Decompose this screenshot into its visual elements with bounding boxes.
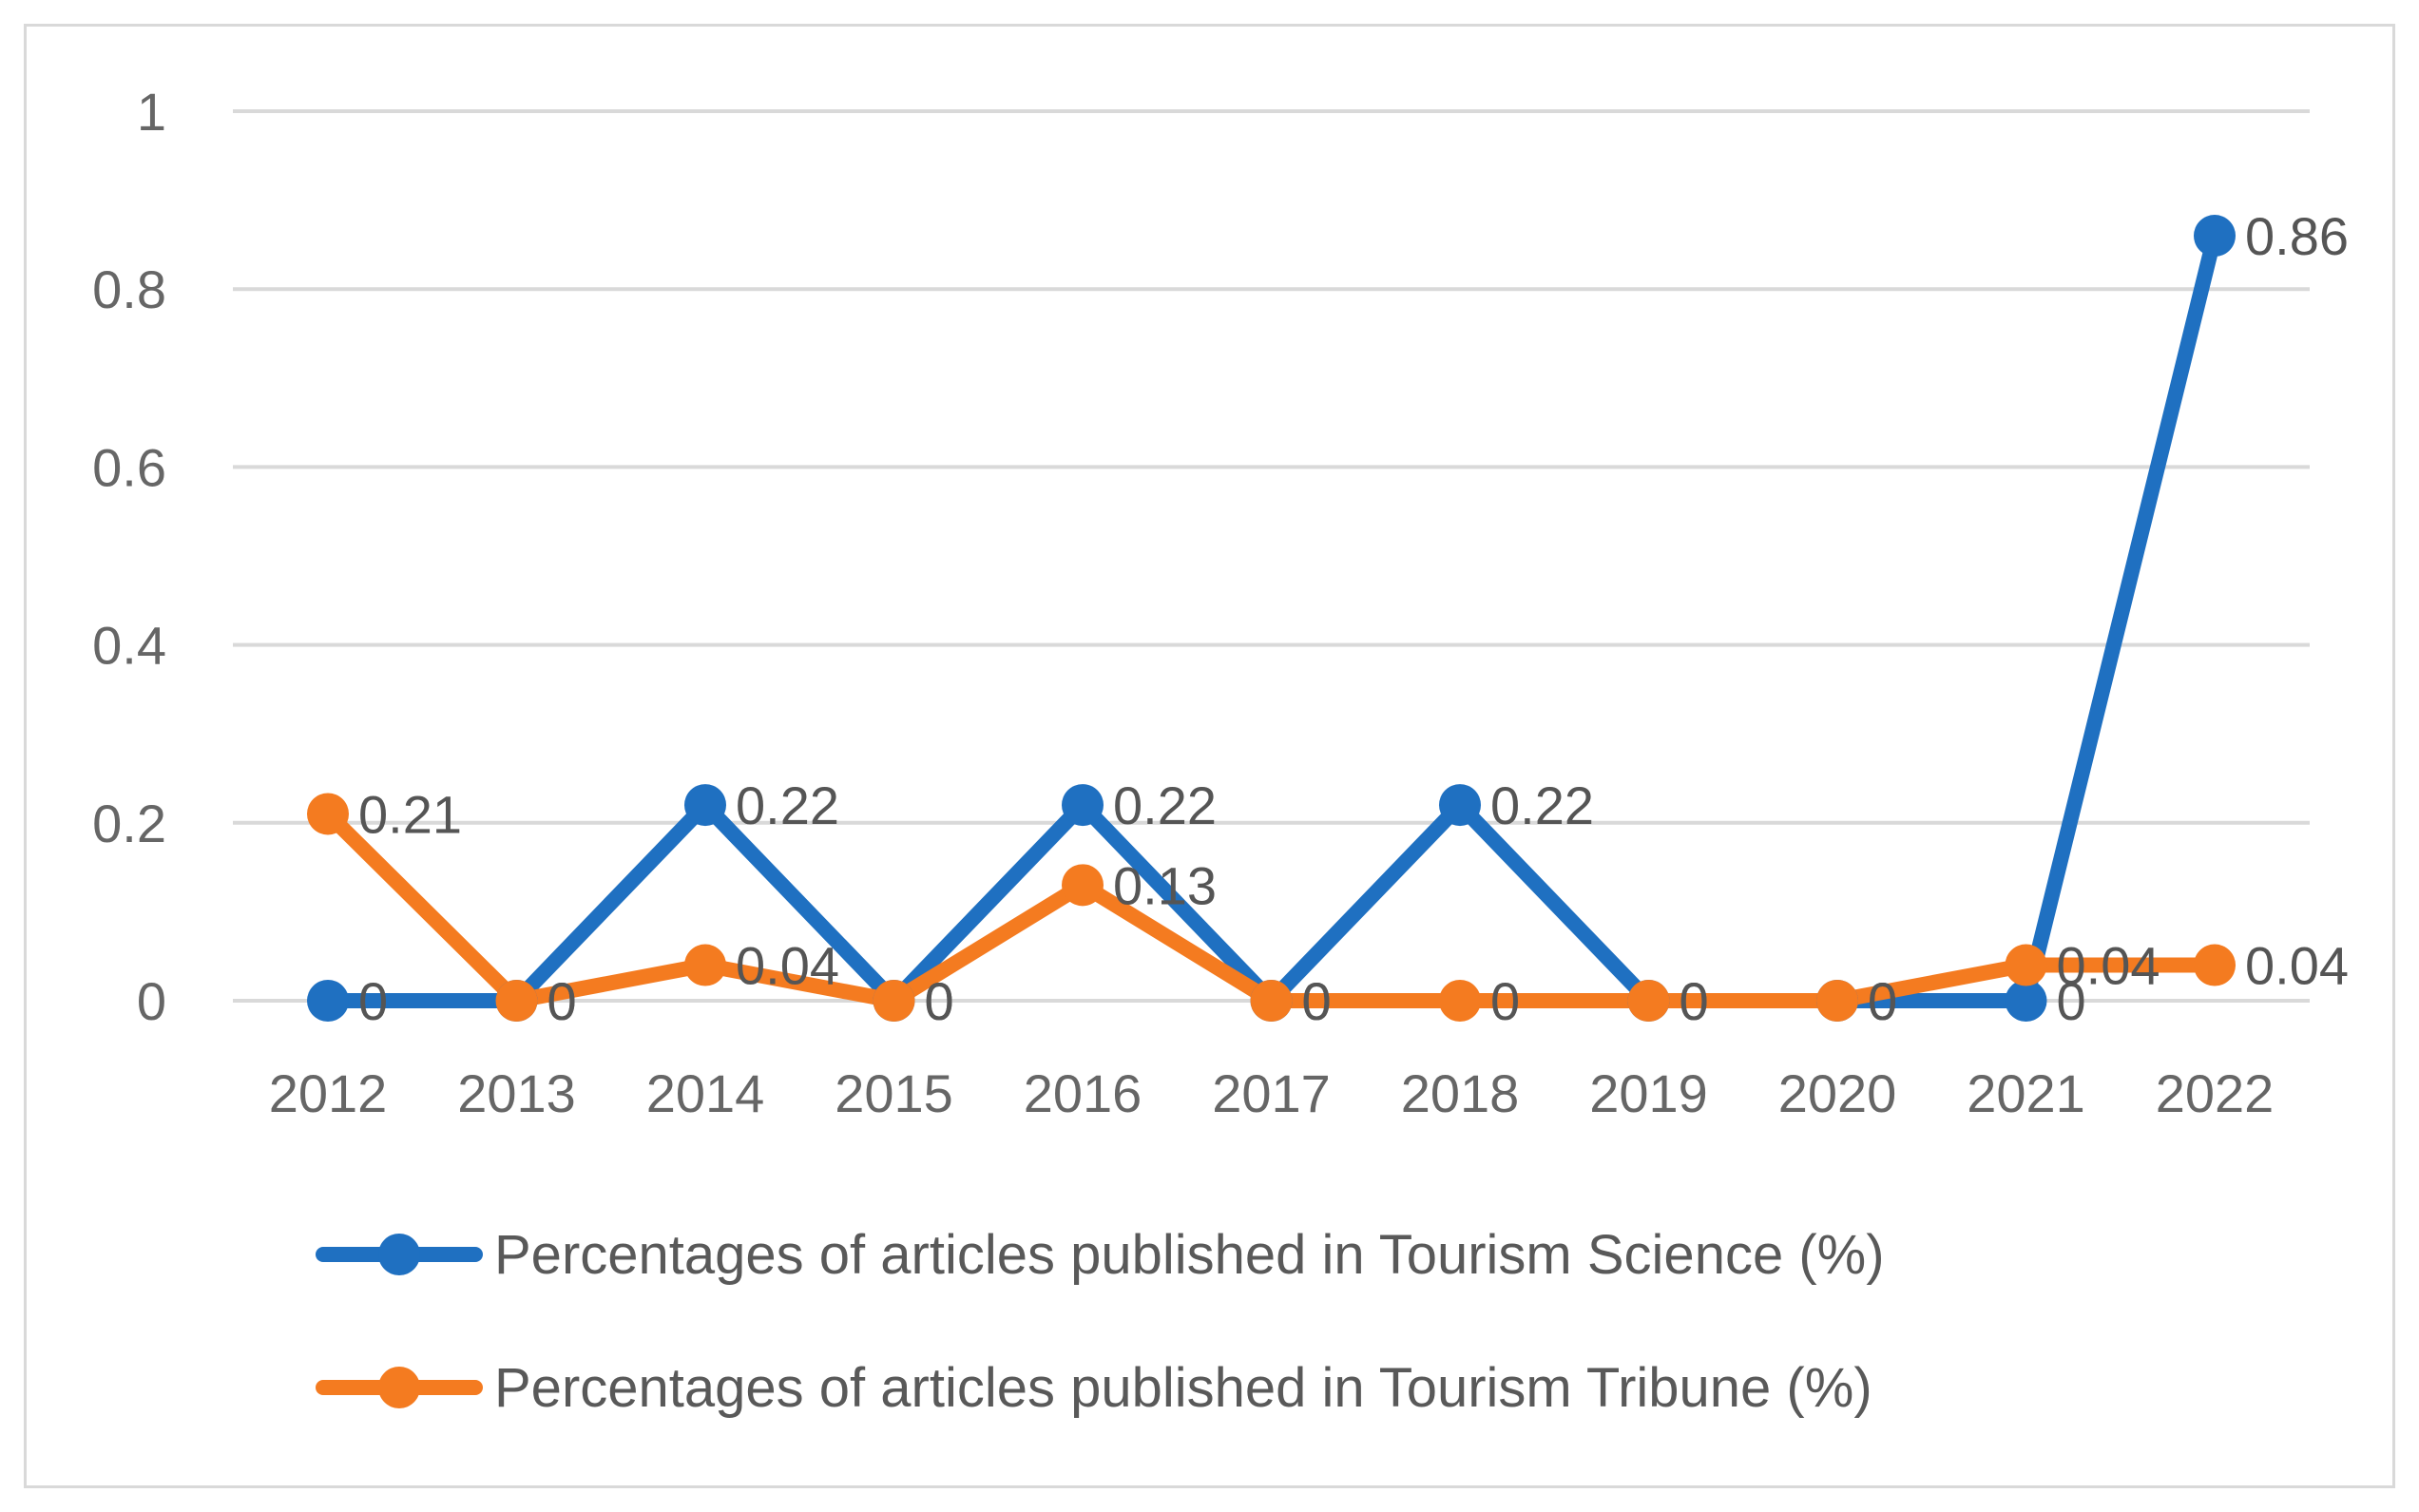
data-point-series-2 <box>1250 980 1293 1022</box>
data-label-series-1: 0 <box>1680 971 1709 1031</box>
x-tick-label: 2019 <box>1589 1063 1708 1123</box>
data-point-series-2 <box>873 980 915 1022</box>
data-label-series-1: 0 <box>925 971 954 1031</box>
x-tick-label: 2018 <box>1401 1063 1520 1123</box>
data-label-series-1: 0 <box>2057 971 2086 1031</box>
data-label-series-1: 0 <box>1868 971 1897 1031</box>
data-point-series-2 <box>495 980 538 1022</box>
legend-marker-1 <box>378 1234 420 1275</box>
data-label-series-2: 0.04 <box>736 936 839 996</box>
data-label-series-2: 0.04 <box>2057 936 2160 996</box>
data-point-series-2 <box>2005 944 2047 986</box>
data-point-series-2 <box>1627 980 1670 1022</box>
y-tick-label: 0.2 <box>92 794 166 853</box>
x-tick-label: 2022 <box>2156 1063 2275 1123</box>
data-point-series-1 <box>684 784 726 827</box>
data-label-series-2: 0 <box>1868 971 1897 1031</box>
data-label-series-2: 0.21 <box>358 784 462 844</box>
chart-frame <box>24 24 2395 1488</box>
x-tick-label: 2020 <box>1778 1063 1897 1123</box>
data-label-series-2: 0.13 <box>1113 855 1217 915</box>
data-label-series-2: 0 <box>1302 971 1332 1031</box>
y-tick-label: 0 <box>137 971 166 1031</box>
data-point-series-1 <box>307 980 349 1022</box>
data-label-series-1: 0 <box>547 971 577 1031</box>
data-point-series-2 <box>1439 980 1481 1022</box>
x-axis-ticks: 2012 2013 2014 2015 2016 2017 2018 2019 2020 2021… <box>269 1063 2275 1123</box>
data-label-series-2: 0 <box>1490 971 1520 1031</box>
data-point-series-2 <box>307 793 349 835</box>
x-tick-label: 2014 <box>646 1063 765 1123</box>
x-tick-label: 2016 <box>1024 1063 1142 1123</box>
data-label-series-1: 0.22 <box>736 775 839 835</box>
data-point-series-1 <box>2194 215 2236 258</box>
series-lines <box>307 215 2236 1022</box>
data-label-series-1: 0.22 <box>1490 775 1594 835</box>
y-tick-label: 0.4 <box>92 616 166 676</box>
data-point-series-2 <box>2194 944 2236 986</box>
x-tick-label: 2015 <box>835 1063 953 1123</box>
y-tick-label: 0.8 <box>92 259 166 319</box>
data-label-series-2: 0 <box>547 971 577 1031</box>
x-tick-label: 2013 <box>457 1063 576 1123</box>
data-label-series-1: 0 <box>358 971 388 1031</box>
legend-label-1: Percentages of articles published in Tou… <box>494 1224 1885 1286</box>
y-axis-ticks: 0 0.2 0.4 0.6 0.8 1 <box>92 82 166 1031</box>
data-point-series-2 <box>684 944 726 986</box>
data-label-series-2: 0 <box>925 971 954 1031</box>
y-tick-label: 0.6 <box>92 437 166 497</box>
legend-label-2: Percentages of articles published in Tou… <box>494 1357 1872 1419</box>
legend-marker-2 <box>378 1367 420 1408</box>
x-tick-label: 2017 <box>1212 1063 1331 1123</box>
data-label-series-2: 0.04 <box>2245 936 2349 996</box>
x-tick-label: 2021 <box>1967 1063 2085 1123</box>
legend: Percentages of articles published in Tou… <box>316 1224 1885 1419</box>
gridlines <box>233 109 2310 1003</box>
data-label-series-1: 0.86 <box>2245 206 2349 266</box>
data-point-series-1 <box>1062 784 1104 827</box>
data-label-series-1: 0 <box>1302 971 1332 1031</box>
x-tick-label: 2012 <box>269 1063 388 1123</box>
y-tick-label: 1 <box>137 82 166 142</box>
data-label-series-1: 0.22 <box>1113 775 1217 835</box>
data-label-series-2: 0 <box>1680 971 1709 1031</box>
series-line-1 <box>320 228 2222 1008</box>
data-point-series-1 <box>1439 784 1481 827</box>
data-point-series-2 <box>1816 980 1858 1022</box>
data-point-series-2 <box>1062 864 1104 907</box>
data-point-series-1 <box>2005 980 2047 1022</box>
